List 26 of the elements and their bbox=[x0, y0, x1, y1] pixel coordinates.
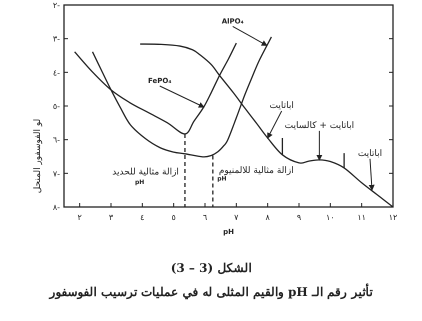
x-tick-label: ٣ bbox=[108, 213, 114, 222]
y-tick-label: ٥- bbox=[52, 102, 60, 111]
x-tick-label: ٨ bbox=[266, 213, 271, 222]
x-tick-label: ٩ bbox=[296, 213, 302, 222]
annotation: ازالة مثالية للالمنيوم bbox=[218, 166, 294, 176]
x-tick-label: ٤ bbox=[140, 213, 144, 222]
y-tick-label: ٣- bbox=[52, 34, 60, 44]
y-tick-label: ٧- bbox=[52, 169, 60, 178]
annotation: اباتايت bbox=[269, 100, 294, 111]
annotation: اباتايت + كالسايت bbox=[284, 120, 354, 131]
x-tick-label: ١٠ bbox=[326, 213, 335, 222]
x-tick-label: ٧ bbox=[234, 213, 240, 222]
x-tick-label: ١٢ bbox=[388, 213, 398, 222]
text: تأثير رقم الـ pH والقيم المثلى له في عمليات ترسيب الفوسفور bbox=[48, 283, 374, 300]
y-tick-label: ٤- bbox=[52, 68, 60, 78]
x-tick-label: ٦ bbox=[202, 213, 208, 222]
y-tick-label: ٦- bbox=[52, 136, 60, 145]
x-tick-label: ٢ bbox=[78, 213, 82, 222]
y-tick-label: ٨- bbox=[52, 203, 60, 212]
x-tick-label: ١١ bbox=[357, 213, 366, 222]
y-axis-title: لو الفوسفور المنحل bbox=[33, 118, 43, 194]
x-tick-label: ٥ bbox=[172, 213, 176, 222]
y-tick-label: ٢- bbox=[52, 1, 60, 10]
annotation: ازالة مثالية للحديد bbox=[112, 168, 179, 178]
annotation: اباتايت bbox=[358, 148, 382, 159]
text: الشكل (3 – 3) bbox=[170, 261, 252, 275]
